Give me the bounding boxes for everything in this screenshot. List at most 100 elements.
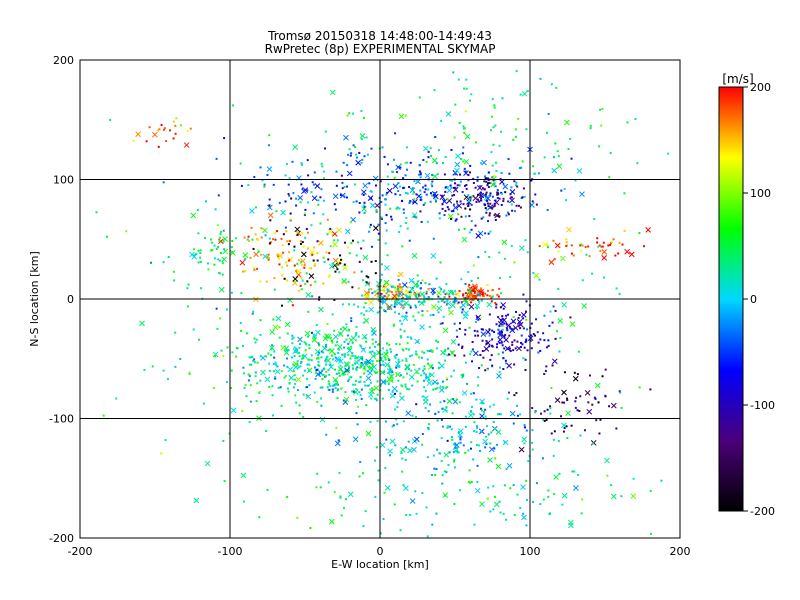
data-point-dot xyxy=(417,300,420,303)
data-point-dot xyxy=(281,244,284,247)
data-point-dot xyxy=(480,194,483,197)
data-point-dot xyxy=(566,397,569,400)
data-point-x xyxy=(548,259,555,266)
data-point-dot xyxy=(248,421,251,424)
data-point-dot xyxy=(514,128,517,131)
data-point-dot xyxy=(286,264,289,267)
data-point-dot xyxy=(381,397,384,400)
data-point-dot xyxy=(464,170,467,173)
data-point-dot xyxy=(516,340,519,343)
data-point-dot xyxy=(408,201,411,204)
data-point-dot xyxy=(510,186,513,189)
data-point-dot xyxy=(618,292,621,295)
data-point-dot xyxy=(488,313,491,316)
data-point-x xyxy=(436,305,443,312)
data-point-dot xyxy=(424,389,427,392)
data-point-dot xyxy=(416,380,419,383)
data-point-dot xyxy=(484,250,487,253)
data-point-dot xyxy=(481,339,484,342)
data-point-dot xyxy=(423,296,426,299)
data-point-dot xyxy=(489,442,492,445)
data-point-dot xyxy=(360,312,363,315)
data-point-dot xyxy=(365,360,368,363)
data-point-dot xyxy=(401,348,404,351)
data-point-x xyxy=(463,158,470,165)
data-point-x xyxy=(277,252,284,259)
data-point-dot xyxy=(186,305,189,308)
data-point-x xyxy=(628,251,635,258)
data-point-dot xyxy=(427,150,430,153)
data-point-dot xyxy=(386,288,389,291)
data-point-dot xyxy=(494,457,497,460)
data-point-dot xyxy=(348,348,351,351)
data-point-dot xyxy=(313,336,316,339)
data-point-dot xyxy=(324,358,327,361)
data-point-dot xyxy=(354,333,357,336)
data-point-x xyxy=(601,249,608,255)
data-point-dot xyxy=(482,291,485,294)
data-point-x xyxy=(438,387,445,393)
data-point-dot xyxy=(288,382,291,385)
data-point-dot xyxy=(525,499,528,502)
data-point-dot xyxy=(493,214,496,217)
data-point-dot xyxy=(487,205,490,208)
data-point-dot xyxy=(366,153,369,156)
data-point-dot xyxy=(505,327,508,330)
data-point-x xyxy=(518,446,525,453)
data-point-dot xyxy=(487,433,490,436)
data-point-dot xyxy=(498,144,501,147)
data-point-dot xyxy=(355,331,358,334)
data-point-dot xyxy=(527,460,530,463)
data-point-dot xyxy=(515,391,518,394)
data-point-dot xyxy=(452,71,455,74)
data-point-dot xyxy=(578,409,581,412)
data-point-dot xyxy=(360,270,363,273)
data-point-dot xyxy=(542,332,545,335)
data-point-dot xyxy=(577,350,580,353)
data-point-dot xyxy=(351,341,354,344)
data-point-dot xyxy=(415,283,418,286)
data-point-dot xyxy=(614,254,617,257)
data-point-dot xyxy=(215,307,218,310)
data-point-dot xyxy=(501,97,504,100)
data-point-dot xyxy=(533,172,536,175)
data-point-dot xyxy=(268,362,271,365)
data-point-dot xyxy=(317,351,320,354)
data-point-dot xyxy=(559,415,562,418)
data-point-dot xyxy=(407,296,410,299)
data-point-dot xyxy=(458,289,461,292)
data-point-dot xyxy=(374,340,377,343)
data-point-dot xyxy=(498,371,501,374)
data-point-dot xyxy=(465,78,468,81)
data-point-dot xyxy=(483,175,486,178)
data-point-dot xyxy=(195,252,198,255)
data-point-x xyxy=(581,303,588,309)
data-point-dot xyxy=(457,228,460,231)
data-point-dot xyxy=(292,363,295,366)
data-point-dot xyxy=(497,295,500,298)
data-point-dot xyxy=(471,289,474,292)
data-point-dot xyxy=(271,344,274,347)
data-point-dot xyxy=(278,326,281,329)
data-point-dot xyxy=(525,300,528,303)
data-point-dot xyxy=(377,479,380,482)
data-point-dot xyxy=(376,295,379,298)
data-point-dot xyxy=(560,189,563,192)
data-point-dot xyxy=(516,404,519,407)
data-point-dot xyxy=(391,425,394,428)
data-point-dot xyxy=(485,342,488,345)
data-point-dot xyxy=(615,287,618,290)
data-point-dot xyxy=(435,200,438,203)
data-point-dot xyxy=(534,193,537,196)
data-point-dot xyxy=(160,123,163,126)
data-point-x xyxy=(446,398,453,404)
data-point-dot xyxy=(491,344,494,347)
data-point-dot xyxy=(433,195,436,198)
data-point-dot xyxy=(336,383,339,386)
data-point-dot xyxy=(522,293,525,296)
data-point-dot xyxy=(248,239,251,242)
data-point-dot xyxy=(343,346,346,349)
data-point-dot xyxy=(486,497,489,500)
data-point-dot xyxy=(505,323,508,326)
data-point-dot xyxy=(382,363,385,366)
